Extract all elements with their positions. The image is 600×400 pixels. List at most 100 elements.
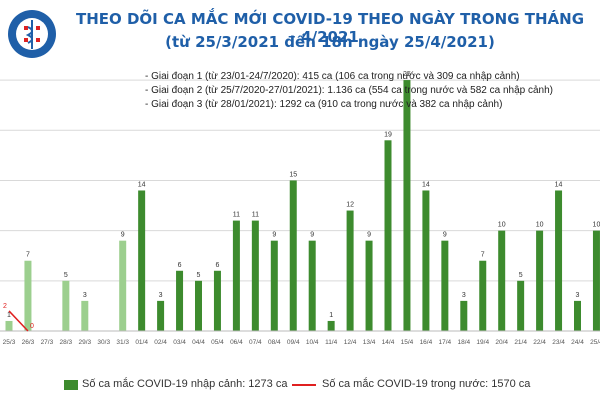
annotation-3: - Giai đoạn 3 (từ 28/01/2021): 1292 ca (… [145, 99, 502, 110]
grid [0, 79, 600, 332]
value-label: 15 [289, 171, 297, 178]
bar [157, 300, 165, 331]
bar [384, 140, 392, 331]
bar [5, 320, 13, 331]
value-label: 9 [272, 232, 276, 239]
annotation-2: - Giai đoạn 2 (từ 25/7/2020-27/01/2021):… [145, 85, 553, 96]
value-label: 9 [310, 232, 314, 239]
value-label: 5 [64, 272, 68, 279]
x-tick-label: 29/3 [78, 339, 91, 346]
value-label: 10 [498, 222, 506, 229]
value-label: 1 [7, 312, 11, 319]
x-tick-label: 05/4 [211, 339, 224, 346]
value-label: 10 [536, 222, 544, 229]
x-tick-label: 08/4 [268, 339, 281, 346]
value-label: 5 [519, 272, 523, 279]
value-label: 3 [462, 292, 466, 299]
x-tick-label: 06/4 [230, 339, 243, 346]
legend-domestic-swatch [292, 384, 316, 386]
bar [232, 220, 240, 331]
ministry-logo [8, 10, 56, 58]
value-label: 6 [215, 262, 219, 269]
x-tick-label: 09/4 [287, 339, 300, 346]
bar [138, 190, 146, 331]
x-tick-labels: 25/3 26/3 27/3 28/3 29/3 30/3 31/3 01/4 02/4 03/4… [3, 339, 600, 346]
value-label: 9 [443, 232, 447, 239]
value-label: 11 [233, 212, 240, 219]
value-label: 9 [367, 232, 371, 239]
bar [592, 230, 600, 331]
x-tick-label: 18/4 [457, 339, 470, 346]
x-tick-label: 10/4 [306, 339, 319, 346]
bar [517, 280, 525, 331]
bar [176, 270, 184, 331]
value-label: 14 [555, 181, 563, 188]
x-tick-label: 27/3 [41, 339, 54, 346]
bar [479, 260, 487, 331]
bar [195, 280, 202, 331]
x-tick-label: 15/4 [401, 339, 414, 346]
x-tick-label: 21/4 [514, 339, 527, 346]
x-tick-label: 07/4 [249, 339, 262, 346]
domestic-line: 20 [3, 303, 34, 332]
bar [574, 300, 581, 331]
x-tick-label: 23/4 [552, 339, 565, 346]
bar [441, 240, 449, 331]
value-label: 12 [346, 202, 354, 209]
x-tick-label: 12/4 [344, 339, 357, 346]
value-label: 14 [422, 181, 430, 188]
value-label: 1 [329, 312, 333, 319]
x-tick-label: 16/4 [420, 339, 433, 346]
bar [251, 220, 259, 331]
value-label: 3 [159, 292, 163, 299]
bar [327, 320, 335, 331]
bar [289, 180, 297, 331]
legend-domestic: Số ca mắc COVID-19 trong nước: 1570 ca [322, 378, 531, 390]
value-label: 6 [178, 262, 182, 269]
bar [403, 80, 411, 332]
x-tick-label: 02/4 [154, 339, 167, 346]
bar [119, 240, 127, 331]
bar [308, 240, 316, 331]
value-label: 9 [121, 232, 125, 239]
x-tick-label: 20/4 [495, 339, 508, 346]
x-tick-label: 30/3 [97, 339, 110, 346]
value-label: 7 [26, 252, 30, 259]
x-tick-label: 25/4 [590, 339, 600, 346]
x-tick-label: 04/4 [192, 339, 205, 346]
bar [81, 300, 89, 331]
x-tick-label: 31/3 [116, 339, 129, 346]
x-tick-label: 22/4 [533, 339, 546, 346]
domestic-point-label: 2 [3, 303, 7, 310]
x-tick-label: 11/4 [325, 339, 338, 346]
bar [62, 280, 70, 331]
x-tick-label: 17/4 [439, 339, 452, 346]
domestic-line-path [8, 310, 29, 332]
bar [536, 230, 544, 331]
value-label: 11 [252, 212, 259, 219]
value-label: 3 [576, 292, 580, 299]
bar [365, 240, 373, 331]
bar [24, 260, 32, 331]
value-label: 5 [197, 272, 201, 279]
value-label: 10 [593, 222, 600, 229]
x-tick-label: 14/4 [382, 339, 395, 346]
x-tick-label: 03/4 [173, 339, 186, 346]
bar [555, 190, 563, 331]
bar [346, 210, 354, 331]
annotations: - Giai đoạn 1 (từ 23/01-24/7/2020): 415 … [145, 71, 553, 110]
x-tick-label: 13/4 [363, 339, 376, 346]
x-tick-label: 01/4 [135, 339, 148, 346]
annotation-1: - Giai đoạn 1 (từ 23/01-24/7/2020): 415 … [145, 71, 520, 82]
x-tick-label: 24/4 [571, 339, 584, 346]
x-tick-label: 19/4 [476, 339, 489, 346]
domestic-point-label: 0 [30, 323, 34, 330]
value-labels: 1 7 5 3 9 14 3 6 5 6 11 11 9 15 9 1 12 9 19 25 14 9 3 7 10 5 10 14 3… [7, 71, 600, 319]
bars [0, 80, 600, 332]
bar [270, 240, 278, 331]
value-label: 3 [83, 292, 87, 299]
bar [460, 300, 468, 331]
bar [422, 190, 430, 331]
x-tick-label: 26/3 [22, 339, 35, 346]
